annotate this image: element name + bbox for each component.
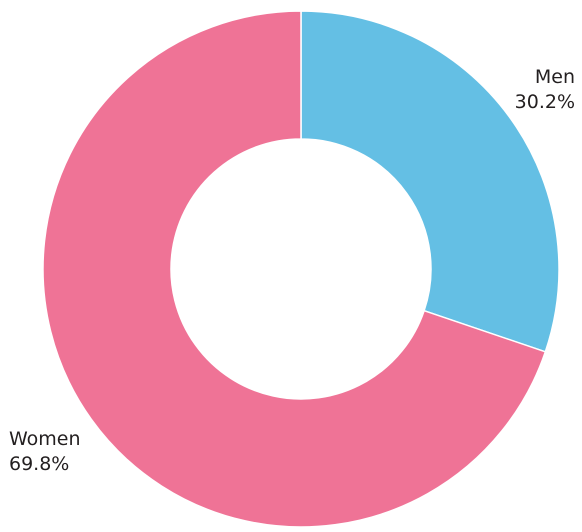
slice-women [42,10,547,528]
slice-men [300,10,560,353]
men-label-name: Men [534,66,575,88]
women-label-value: 69.8% [9,453,70,475]
men-slice-label: Men 30.2% [515,65,575,115]
men-label-value: 30.2% [514,91,575,113]
women-slice-label: Women 69.8% [9,427,81,477]
women-label-name: Women [9,428,81,450]
